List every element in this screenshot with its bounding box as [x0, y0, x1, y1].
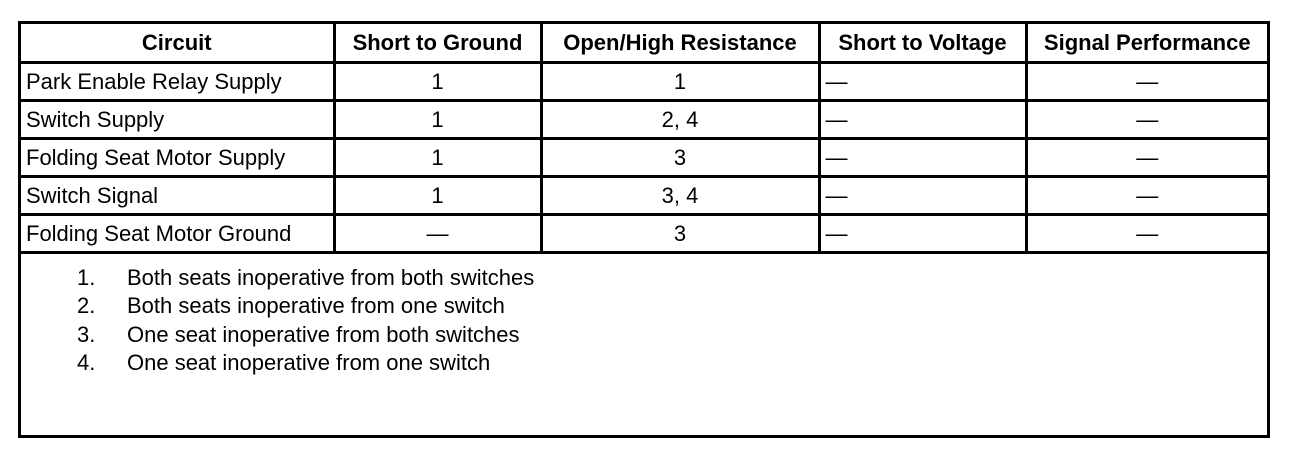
short-to-ground-cell: 1: [332, 60, 543, 102]
signal-performance-cell: —: [1024, 174, 1267, 216]
open-high-resistance-cell: 2, 4: [539, 98, 821, 140]
circuit-cell: Park Enable Relay Supply: [21, 60, 336, 102]
header-short-to-ground: Short to Ground: [332, 24, 543, 64]
circuit-cell: Switch Signal: [21, 174, 336, 216]
footnote-text: One seat inoperative from both switches: [127, 321, 520, 347]
open-high-resistance-cell: 3: [539, 136, 821, 178]
short-to-ground-cell: 1: [332, 174, 543, 216]
open-high-resistance-cell: 3: [539, 212, 821, 254]
circuit-grid: Circuit Short to Ground Open/High Resist…: [21, 24, 1267, 254]
short-to-voltage-cell: —: [817, 212, 1028, 254]
footnote-item: 4. One seat inoperative from one switch: [77, 349, 1267, 378]
short-to-voltage-cell: —: [817, 98, 1028, 140]
table-row: Switch Signal 1 3, 4 — —: [21, 174, 1267, 216]
signal-performance-cell: —: [1024, 212, 1267, 254]
circuit-cell: Folding Seat Motor Supply: [21, 136, 336, 178]
short-to-ground-cell: 1: [332, 136, 543, 178]
table-row: Folding Seat Motor Supply 1 3 — —: [21, 136, 1267, 178]
table-row: Park Enable Relay Supply 1 1 — —: [21, 60, 1267, 102]
short-to-voltage-cell: —: [817, 174, 1028, 216]
circuit-cell: Switch Supply: [21, 98, 336, 140]
short-to-voltage-cell: —: [817, 136, 1028, 178]
open-high-resistance-cell: 1: [539, 60, 821, 102]
signal-performance-cell: —: [1024, 98, 1267, 140]
signal-performance-cell: —: [1024, 136, 1267, 178]
footnote-item: 1. Both seats inoperative from both swit…: [77, 264, 1267, 293]
footnote-number: 1.: [77, 264, 96, 290]
short-to-ground-cell: 1: [332, 98, 543, 140]
signal-performance-cell: —: [1024, 60, 1267, 102]
header-short-to-voltage: Short to Voltage: [817, 24, 1028, 64]
circuit-cell: Folding Seat Motor Ground: [21, 212, 336, 254]
header-open-high-resistance: Open/High Resistance: [539, 24, 821, 64]
open-high-resistance-cell: 3, 4: [539, 174, 821, 216]
footnote-text: One seat inoperative from one switch: [127, 350, 491, 375]
short-to-ground-cell: —: [332, 212, 543, 254]
footnote-number: 4.: [77, 350, 96, 375]
footnote-text: Both seats inoperative from both switche…: [127, 264, 535, 290]
header-signal-performance: Signal Performance: [1024, 24, 1267, 64]
footnote-number: 2.: [77, 293, 96, 318]
short-to-voltage-cell: —: [817, 60, 1028, 102]
footnote-text: Both seats inoperative from one switch: [127, 293, 505, 318]
table-row: Folding Seat Motor Ground — 3 — —: [21, 212, 1267, 254]
footnote-item: 2. Both seats inoperative from one switc…: [77, 292, 1267, 321]
header-row: Circuit Short to Ground Open/High Resist…: [21, 24, 1267, 64]
circuit-diagnostic-table: Circuit Short to Ground Open/High Resist…: [18, 21, 1270, 438]
footnote-item: 3. One seat inoperative from both switch…: [77, 321, 1267, 350]
header-circuit: Circuit: [21, 24, 336, 64]
table-row: Switch Supply 1 2, 4 — —: [21, 98, 1267, 140]
footnotes: 1. Both seats inoperative from both swit…: [21, 254, 1267, 378]
footnote-number: 3.: [77, 321, 96, 347]
